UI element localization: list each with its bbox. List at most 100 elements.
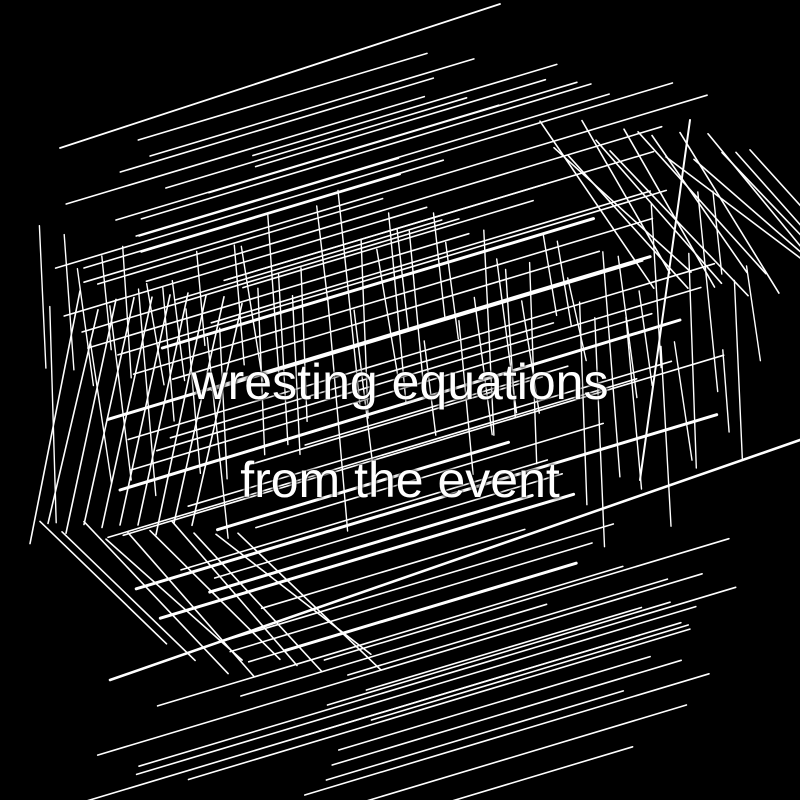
caption-line-1: wresting equations xyxy=(191,354,609,410)
pattern-line xyxy=(581,119,671,274)
pattern-line xyxy=(325,690,625,781)
pattern-line xyxy=(623,128,716,288)
pattern-line xyxy=(215,533,372,656)
pattern-line xyxy=(135,605,697,776)
pattern-line xyxy=(387,212,407,403)
pattern-line xyxy=(556,240,572,327)
pattern-line xyxy=(185,308,202,474)
pattern-line xyxy=(127,262,716,441)
pattern-line xyxy=(445,241,459,340)
pattern-line xyxy=(140,173,402,253)
pattern-line xyxy=(745,265,762,362)
pattern-line xyxy=(697,191,719,393)
pattern-line xyxy=(226,183,547,281)
pattern-line xyxy=(257,287,266,456)
pattern-line xyxy=(679,131,780,294)
pattern-line xyxy=(255,422,605,529)
pattern-line xyxy=(138,157,400,237)
pattern-line xyxy=(553,146,692,273)
pattern-line xyxy=(101,296,153,529)
pattern-line xyxy=(106,255,652,421)
pattern-line xyxy=(47,308,99,525)
pattern-line xyxy=(195,250,206,347)
pattern-line xyxy=(291,295,301,456)
pattern-line xyxy=(303,672,710,796)
pattern-line xyxy=(242,199,534,289)
pattern-line xyxy=(331,659,683,766)
pattern-line xyxy=(252,63,558,157)
pattern-line xyxy=(218,327,228,480)
pattern-line xyxy=(29,290,81,545)
pattern-line xyxy=(693,158,800,253)
pattern-line xyxy=(423,340,437,436)
pattern-line xyxy=(326,601,671,706)
pattern-line xyxy=(304,365,569,446)
pattern-line xyxy=(83,159,445,269)
pattern-line xyxy=(117,189,668,356)
pattern-line xyxy=(229,542,593,653)
pattern-line xyxy=(458,320,474,475)
pattern-line xyxy=(65,95,426,205)
pattern-line xyxy=(237,532,382,671)
pattern-line xyxy=(337,655,651,751)
pattern-line xyxy=(396,228,409,330)
pattern-line xyxy=(210,190,652,324)
pattern-line xyxy=(665,156,800,259)
pattern-line xyxy=(49,305,57,524)
pattern-line xyxy=(59,3,501,149)
pattern-line xyxy=(370,624,690,721)
pattern-line xyxy=(137,52,428,141)
pattern-line xyxy=(240,603,548,697)
pattern-line xyxy=(101,255,112,351)
pattern-line xyxy=(105,538,243,661)
pattern-line xyxy=(408,230,425,392)
pattern-line xyxy=(353,309,376,483)
pattern-line xyxy=(193,532,323,673)
pattern-line xyxy=(156,286,702,452)
pattern-line xyxy=(542,234,558,317)
pattern-line xyxy=(721,151,800,236)
pattern-line xyxy=(109,305,132,481)
pattern-line xyxy=(483,229,495,436)
pattern-line xyxy=(260,528,526,610)
pattern-line xyxy=(158,492,576,620)
pattern-line xyxy=(138,586,737,768)
pattern-line xyxy=(625,316,643,490)
pattern-line xyxy=(65,298,117,535)
pattern-line xyxy=(115,104,500,221)
pattern-line xyxy=(326,296,349,532)
pattern-line xyxy=(660,345,672,527)
pattern-line xyxy=(83,296,135,526)
pattern-line xyxy=(119,77,435,173)
pattern-line xyxy=(323,537,730,661)
pattern-line xyxy=(609,150,749,297)
pattern-line xyxy=(121,245,132,379)
pattern-line xyxy=(83,520,229,675)
pattern-line xyxy=(539,120,655,290)
pattern-line xyxy=(567,277,587,362)
pattern-line xyxy=(38,224,47,369)
pattern-line xyxy=(165,97,468,189)
pattern-line xyxy=(347,578,669,676)
pattern-line xyxy=(233,244,245,366)
pattern-line xyxy=(206,336,229,539)
caption-line-2: from the event xyxy=(240,452,560,508)
pattern-line xyxy=(208,493,534,594)
pattern-line xyxy=(191,302,243,527)
pattern-line xyxy=(187,628,691,781)
pattern-line xyxy=(722,349,730,433)
pattern-line xyxy=(521,300,540,414)
pattern-line xyxy=(127,531,255,678)
pattern-line xyxy=(171,520,298,667)
pattern-line xyxy=(224,523,615,642)
pattern-line xyxy=(96,572,703,756)
pattern-line xyxy=(122,354,725,537)
pattern-line xyxy=(180,459,549,571)
pattern-line xyxy=(637,131,767,275)
pattern-line xyxy=(89,341,113,484)
pattern-line xyxy=(87,232,470,349)
pattern-line xyxy=(155,294,207,536)
pattern-line xyxy=(367,704,688,800)
